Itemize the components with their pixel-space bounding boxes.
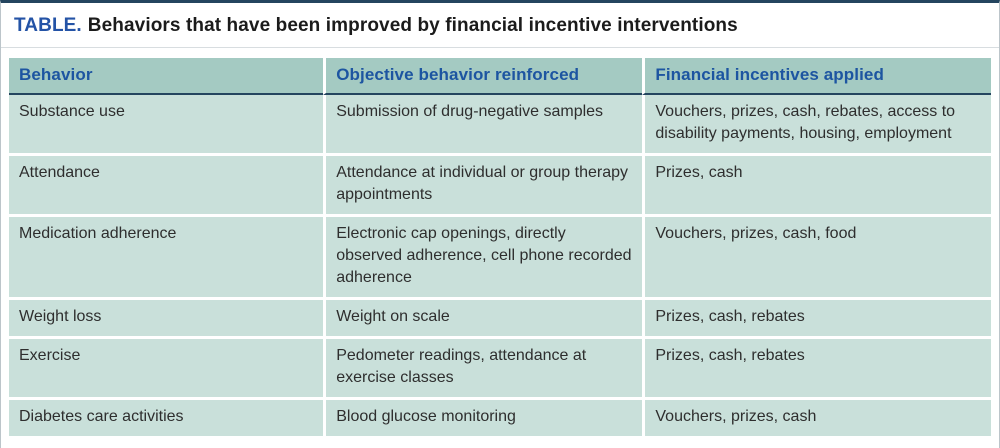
cell-objective: Attendance at individual or group therap…: [323, 153, 643, 214]
cell-incentives: Prizes, cash: [642, 153, 991, 214]
table-title: TABLE. Behaviors that have been improved …: [1, 3, 999, 48]
cell-behavior: Diabetes care activities: [9, 397, 324, 436]
cell-objective: Pedometer readings, attendance at exerci…: [323, 336, 643, 397]
table-row: Weight loss Weight on scale Prizes, cash…: [9, 297, 991, 336]
cell-incentives: Vouchers, prizes, cash, food: [642, 214, 991, 297]
table-row: Attendance Attendance at individual or g…: [9, 153, 991, 214]
header-row: Behavior Objective behavior reinforced F…: [9, 58, 991, 95]
table-row: Medication adherence Electronic cap open…: [9, 214, 991, 297]
cell-objective: Electronic cap openings, directly observ…: [323, 214, 643, 297]
cell-behavior: Medication adherence: [9, 214, 324, 297]
column-header-behavior: Behavior: [9, 58, 324, 95]
cell-incentives: Prizes, cash, rebates: [642, 297, 991, 336]
cell-behavior: Substance use: [9, 95, 324, 153]
cell-objective: Blood glucose monitoring: [323, 397, 643, 436]
cell-objective: Weight on scale: [323, 297, 643, 336]
table-title-label: TABLE.: [14, 15, 82, 36]
cell-incentives: Vouchers, prizes, cash, rebates, access …: [642, 95, 991, 153]
table-row: Exercise Pedometer readings, attendance …: [9, 336, 991, 397]
cell-objective: Submission of drug-negative samples: [323, 95, 643, 153]
table-row: Diabetes care activities Blood glucose m…: [9, 397, 991, 436]
table-title-text: Behaviors that have been improved by fin…: [87, 15, 738, 36]
cell-incentives: Prizes, cash, rebates: [642, 336, 991, 397]
cell-behavior: Weight loss: [9, 297, 324, 336]
incentives-table: Behavior Objective behavior reinforced F…: [9, 58, 991, 436]
table-row: Substance use Submission of drug-negativ…: [9, 95, 991, 153]
cell-behavior: Attendance: [9, 153, 324, 214]
column-header-incentives: Financial incentives applied: [642, 58, 991, 95]
column-header-objective: Objective behavior reinforced: [323, 58, 643, 95]
cell-behavior: Exercise: [9, 336, 324, 397]
cell-incentives: Vouchers, prizes, cash: [642, 397, 991, 436]
